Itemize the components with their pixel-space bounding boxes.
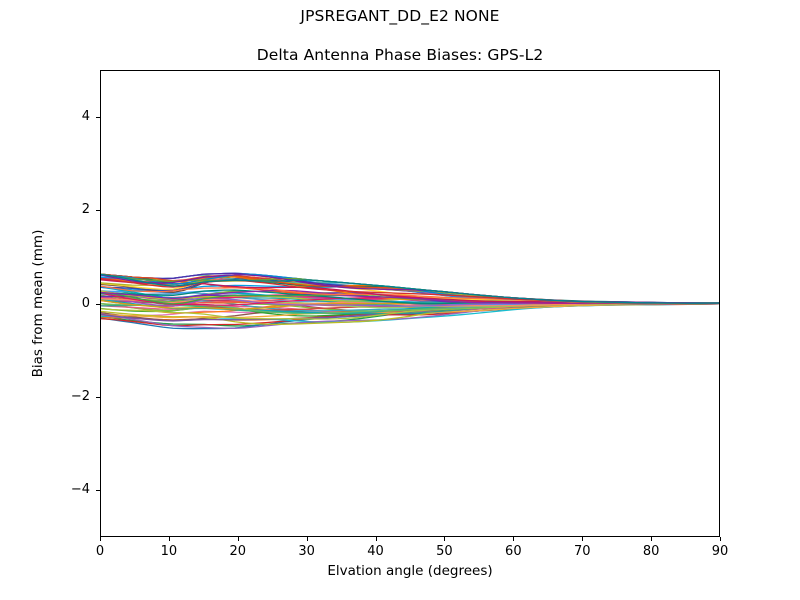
- y-tick-label: 2: [81, 202, 90, 218]
- series-line: [101, 273, 719, 304]
- y-tick-label: −2: [70, 388, 90, 404]
- plot-area: [100, 70, 720, 537]
- figure-suptitle: JPSREGANT_DD_E2 NONE: [300, 7, 500, 25]
- y-tick-mark: [96, 303, 100, 305]
- x-tick-mark: [306, 537, 308, 541]
- x-tick-label: 60: [505, 544, 522, 559]
- x-tick-mark: [720, 537, 721, 541]
- x-tick-mark: [651, 537, 653, 541]
- y-tick-label: 0: [81, 295, 90, 311]
- x-tick-mark: [375, 537, 377, 541]
- x-tick-label: 90: [711, 544, 729, 559]
- x-axis-label: Elvation angle (degrees): [327, 563, 493, 579]
- x-tick-label: 20: [229, 544, 247, 559]
- x-tick-mark: [237, 537, 239, 541]
- line-series-group: [101, 272, 719, 330]
- y-tick-mark: [96, 210, 100, 212]
- x-tick-label: 50: [436, 544, 453, 559]
- axes-title: Delta Antenna Phase Biases: GPS-L2: [256, 46, 544, 64]
- x-tick-mark: [444, 537, 446, 541]
- x-tick-mark: [513, 537, 515, 541]
- y-tick-mark: [96, 490, 100, 492]
- x-tick-label: 80: [642, 544, 660, 559]
- x-tick-mark: [100, 537, 101, 541]
- y-tick-label: −4: [70, 482, 90, 498]
- x-tick-label: 0: [95, 544, 105, 559]
- x-tick-label: 30: [298, 544, 315, 559]
- x-tick-mark: [582, 537, 584, 541]
- x-tick-mark: [168, 537, 170, 541]
- y-tick-mark: [96, 396, 100, 398]
- x-tick-label: 40: [367, 544, 384, 559]
- y-tick-mark: [96, 116, 100, 118]
- y-tick-label: 4: [81, 108, 90, 124]
- x-tick-label: 10: [160, 544, 178, 559]
- x-tick-label: 70: [573, 544, 591, 559]
- y-axis-label: Bias from mean (mm): [30, 229, 46, 378]
